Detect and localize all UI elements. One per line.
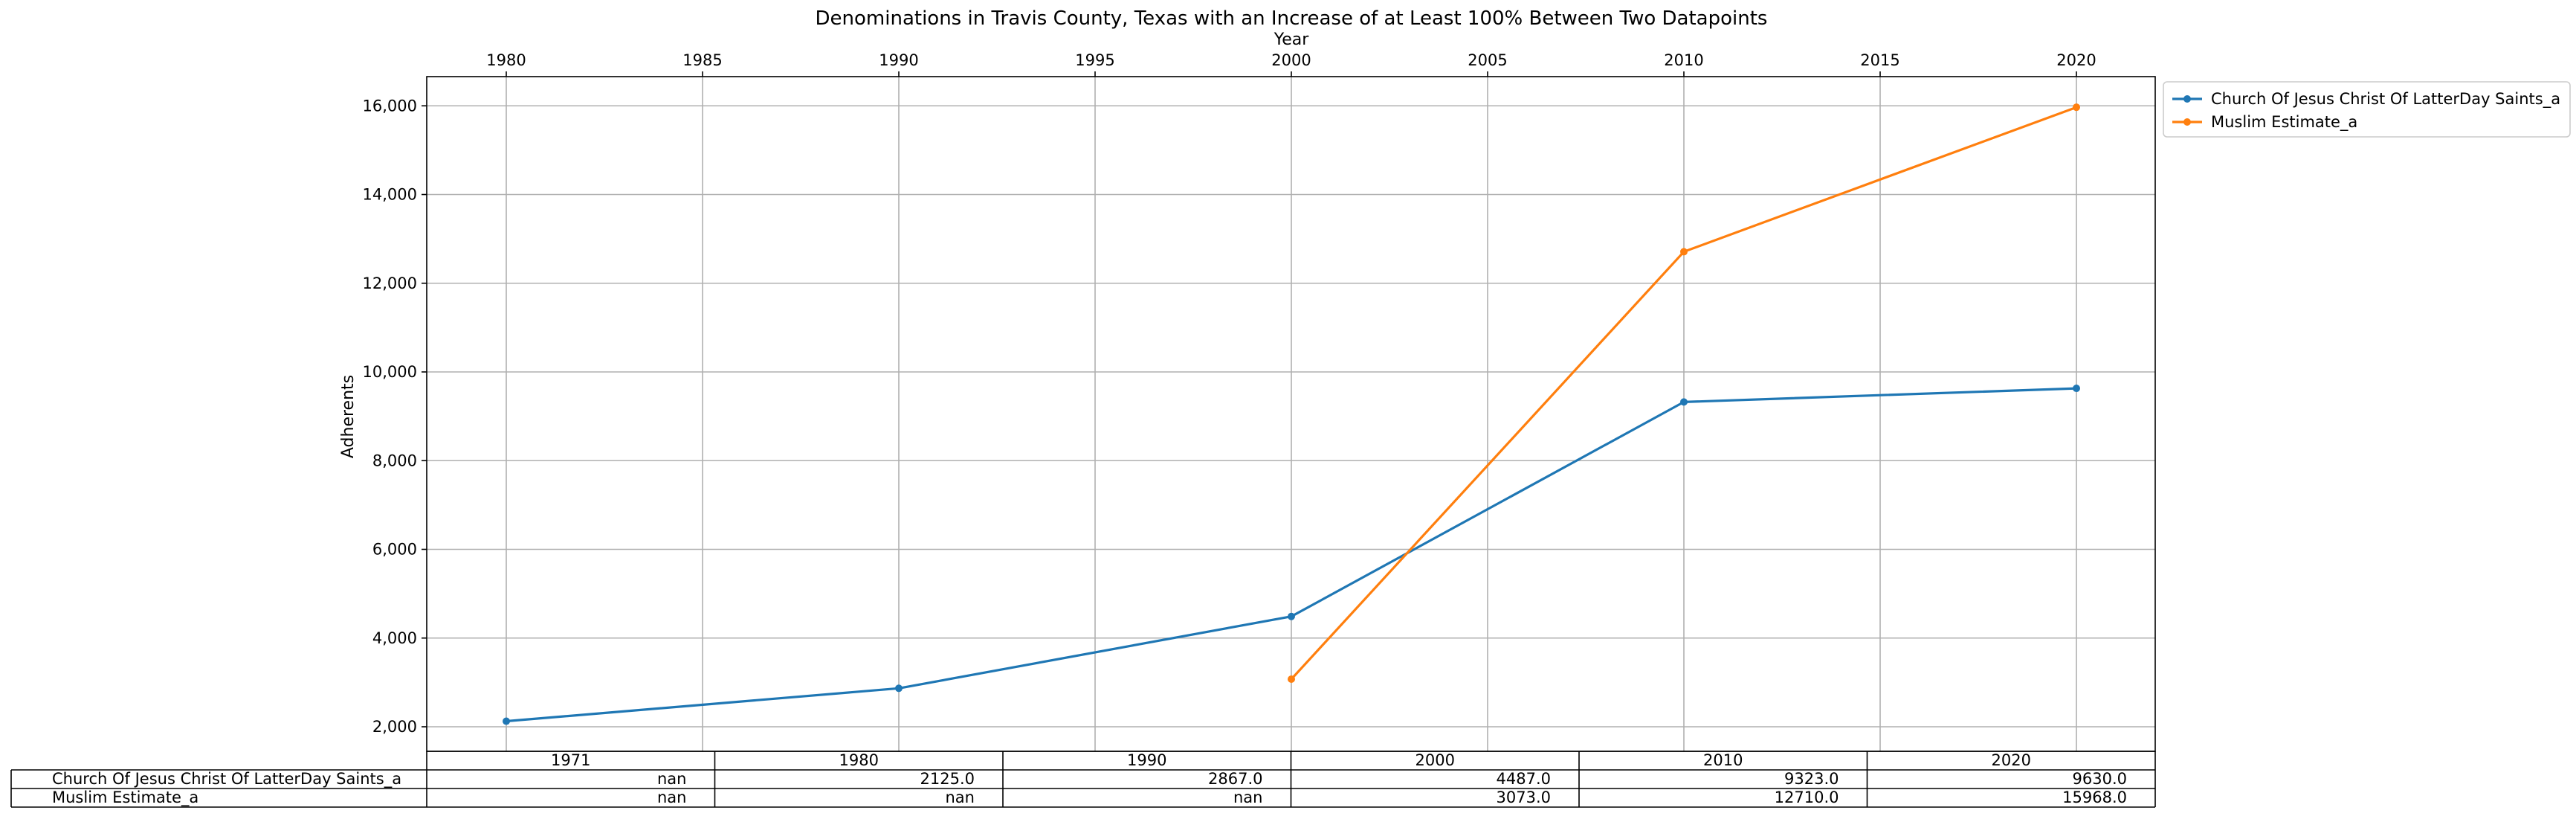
table-row-label: Church Of Jesus Christ Of LatterDay Sain… bbox=[52, 770, 401, 789]
y-axis-label: Adherents bbox=[339, 375, 358, 458]
x-tick-label: 1990 bbox=[879, 51, 918, 69]
data-point bbox=[2073, 103, 2080, 112]
x-axis-label: Year bbox=[1274, 30, 1310, 49]
data-table: 1971 1980 1990 2000 2010 2020 Church Of Jesus … bbox=[10, 751, 2156, 808]
table-cell: 9323.0 bbox=[1784, 770, 1839, 788]
table-cell: nan bbox=[657, 789, 687, 806]
series-2 bbox=[1288, 103, 2080, 684]
data-point bbox=[1288, 612, 1295, 620]
chart-title: Denominations in Travis County, Texas wi… bbox=[816, 7, 1768, 30]
data-point bbox=[2073, 385, 2080, 393]
table-column-header: 2010 bbox=[1703, 751, 1743, 769]
legend: Church Of Jesus Christ Of LatterDay Sain… bbox=[2163, 81, 2571, 138]
legend-marker bbox=[2183, 95, 2191, 103]
x-tick-label: 1985 bbox=[682, 51, 722, 69]
y-tick-label: 8,000 bbox=[372, 452, 417, 469]
data-point bbox=[1680, 248, 1688, 256]
table-cell: 15968.0 bbox=[2062, 789, 2127, 806]
table-cell: 4487.0 bbox=[1497, 770, 1551, 788]
y-tick-label: 2,000 bbox=[372, 718, 417, 736]
x-tick-label: 2020 bbox=[2056, 51, 2096, 69]
y-tick-label: 12,000 bbox=[363, 274, 417, 292]
table-column-header: 2020 bbox=[1992, 751, 2031, 769]
y-tick-label: 16,000 bbox=[363, 97, 417, 115]
table-cell: 2867.0 bbox=[1208, 770, 1262, 788]
data-point bbox=[1680, 398, 1688, 406]
legend-item: Muslim Estimate_a bbox=[2172, 113, 2357, 132]
table-cell: 2125.0 bbox=[920, 770, 975, 788]
data-point bbox=[503, 717, 510, 725]
x-tick-label: 1980 bbox=[486, 51, 526, 69]
table-column-header: 1971 bbox=[551, 751, 590, 769]
y-tick-label: 14,000 bbox=[363, 186, 417, 204]
legend-label: Muslim Estimate_a bbox=[2211, 113, 2357, 132]
legend-item: Church Of Jesus Christ Of LatterDay Sain… bbox=[2172, 90, 2560, 109]
data-point bbox=[1288, 675, 1295, 684]
y-tick-label: 10,000 bbox=[363, 363, 417, 381]
axis-ticks: 1980 1985 1990 1995 2000 2005 2010 2015 2020 2,00… bbox=[363, 51, 2096, 736]
series-1 bbox=[503, 385, 2080, 725]
x-tick-label: 2000 bbox=[1271, 51, 1311, 69]
table-cell: nan bbox=[946, 789, 975, 806]
table-column-header: 2000 bbox=[1415, 751, 1455, 769]
x-tick-label: 2005 bbox=[1468, 51, 1507, 69]
table-cell: 3073.0 bbox=[1497, 789, 1551, 806]
x-tick-label: 1995 bbox=[1075, 51, 1114, 69]
x-tick-label: 2015 bbox=[1860, 51, 1899, 69]
table-column-header: 1990 bbox=[1127, 751, 1166, 769]
table-cell: nan bbox=[1233, 789, 1263, 806]
y-tick-label: 6,000 bbox=[372, 541, 417, 559]
plot-series bbox=[503, 103, 2080, 725]
legend-marker bbox=[2183, 118, 2191, 126]
y-tick-label: 4,000 bbox=[372, 629, 417, 647]
legend-label: Church Of Jesus Christ Of LatterDay Sain… bbox=[2211, 90, 2560, 109]
grid-lines bbox=[427, 77, 2155, 751]
table-row-label: Muslim Estimate_a bbox=[52, 789, 198, 807]
table-cell: 9630.0 bbox=[2073, 770, 2127, 788]
table-cell: nan bbox=[657, 770, 687, 788]
x-tick-label: 2010 bbox=[1664, 51, 1703, 69]
table-column-header: 1980 bbox=[839, 751, 879, 769]
table-cell: 12710.0 bbox=[1775, 789, 1839, 806]
data-point bbox=[895, 684, 903, 693]
legend-box bbox=[2163, 81, 2571, 138]
